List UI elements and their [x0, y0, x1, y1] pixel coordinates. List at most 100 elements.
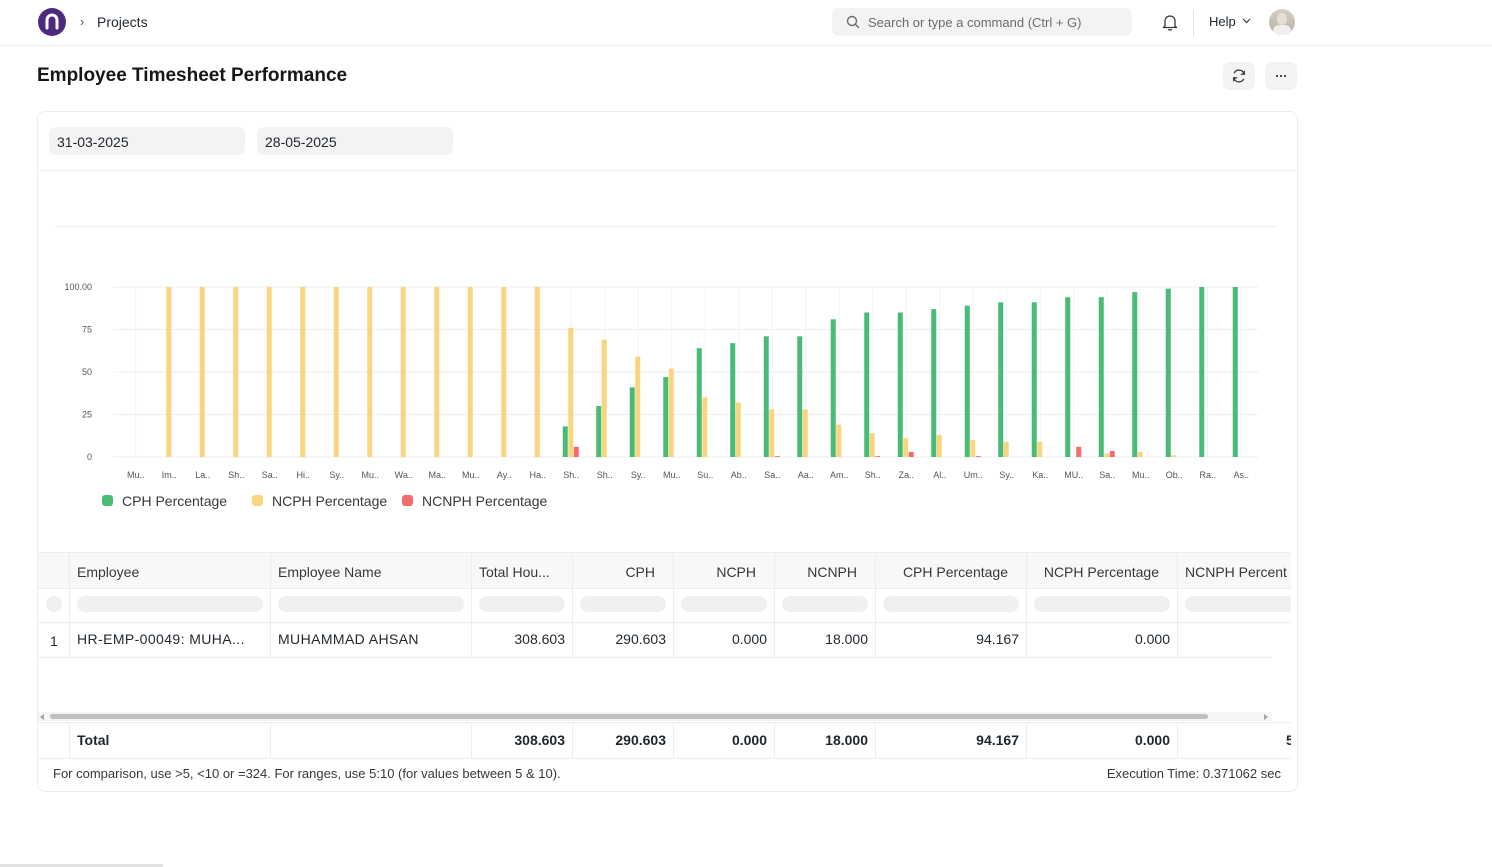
filter-total-hours-input[interactable]	[479, 596, 565, 612]
x-tick-label: Mu..	[462, 470, 480, 480]
legend-swatch-cph	[102, 495, 113, 506]
x-tick-label: Ob..	[1166, 470, 1183, 480]
user-avatar[interactable]	[1269, 9, 1295, 35]
bar-1	[233, 287, 239, 457]
app-logo[interactable]	[38, 8, 66, 36]
x-tick-label: Im..	[162, 470, 177, 480]
cell-ncnph-percentage[interactable]	[1178, 622, 1272, 657]
filter-ncnph-input[interactable]	[782, 596, 868, 612]
notification-bell-icon[interactable]	[1162, 13, 1178, 31]
execution-time: Execution Time: 0.371062 sec	[1106, 766, 1281, 781]
bar-1	[702, 397, 708, 457]
breadcrumb-projects[interactable]: Projects	[97, 14, 148, 30]
header-ncph-percentage[interactable]: NCPH Percentage	[1027, 553, 1178, 588]
page-bottom-indicator	[0, 864, 163, 867]
logo-glyph-icon	[45, 13, 59, 30]
scroll-left-icon[interactable]	[40, 714, 45, 720]
filter-cph-input[interactable]	[580, 596, 666, 612]
legend-swatch-ncph	[252, 495, 263, 506]
bar-1	[869, 433, 875, 457]
header-ncnph[interactable]: NCNPH	[775, 553, 876, 588]
bar-0	[1232, 287, 1238, 457]
bar-1	[1104, 453, 1110, 457]
from-date-value: 31-03-2025	[57, 134, 129, 150]
to-date-value: 28-05-2025	[265, 134, 337, 150]
header-employee-name-label: Employee Name	[278, 564, 382, 580]
help-dropdown[interactable]: Help	[1209, 14, 1236, 29]
cell-total-hours[interactable]: 308.603	[472, 622, 573, 657]
x-tick-label: Ay..	[497, 470, 512, 480]
more-options-button[interactable]	[1265, 62, 1297, 90]
x-tick-label: As..	[1233, 470, 1249, 480]
header-ncnph-percentage[interactable]: NCNPH Percent	[1178, 553, 1291, 588]
table-row[interactable]: 1 HR-EMP-00049: MUHA... MUHAMMAD AHSAN 3…	[38, 622, 1272, 658]
x-tick-label: Mu..	[127, 470, 145, 480]
chevron-down-icon[interactable]	[1242, 18, 1251, 24]
bar-1	[836, 424, 842, 457]
row-index-cell: 1	[38, 622, 70, 657]
header-employee-name[interactable]: Employee Name	[271, 553, 472, 588]
bar-0	[1065, 297, 1071, 457]
x-tick-label: La..	[195, 470, 210, 480]
header-index-cell	[38, 553, 70, 588]
scroll-right-icon[interactable]	[1264, 714, 1269, 720]
header-cph-percentage[interactable]: CPH Percentage	[876, 553, 1027, 588]
total-cph-percentage: 94.167	[876, 723, 1027, 758]
cell-employee-name[interactable]: MUHAMMAD AHSAN	[271, 622, 472, 657]
from-date-field[interactable]: 31-03-2025	[49, 127, 245, 155]
bar-1	[266, 287, 272, 457]
cell-ncph[interactable]: 0.000	[674, 622, 775, 657]
row-index: 1	[50, 633, 58, 649]
filter-employee-input[interactable]	[77, 596, 263, 612]
bar-0	[730, 343, 736, 457]
bar-1	[534, 287, 540, 457]
x-tick-label: Sh..	[563, 470, 579, 480]
legend-label-ncph: NCPH Percentage	[272, 493, 388, 509]
filter-total-hours-cell	[472, 587, 573, 622]
filter-checkbox[interactable]	[46, 596, 62, 612]
x-tick-label: Su..	[697, 470, 713, 480]
cell-employee[interactable]: HR-EMP-00049: MUHA...	[70, 622, 271, 657]
header-total-hours[interactable]: Total Hou...	[472, 553, 573, 588]
filter-ncph-pct-input[interactable]	[1034, 596, 1170, 612]
total-total-hours: 308.603	[472, 723, 573, 758]
scrollbar-thumb[interactable]	[50, 714, 1208, 719]
filter-employee-cell	[70, 587, 271, 622]
x-tick-label: Sa..	[262, 470, 278, 480]
y-tick-label: 25	[82, 410, 92, 420]
to-date-field[interactable]: 28-05-2025	[257, 127, 453, 155]
bar-0	[1031, 302, 1037, 457]
bar-0	[1132, 292, 1138, 457]
bar-0	[864, 312, 870, 457]
header-ncph[interactable]: NCPH	[674, 553, 775, 588]
avatar-face	[1277, 13, 1287, 25]
search-input[interactable]: Search or type a command (Ctrl + G)	[832, 8, 1132, 36]
bar-1	[400, 287, 406, 457]
cell-ncph-percentage[interactable]: 0.000	[1027, 622, 1178, 657]
header-employee[interactable]: Employee	[70, 553, 271, 588]
cell-cph-percentage[interactable]: 94.167	[876, 622, 1027, 657]
filter-employee-name-input[interactable]	[278, 596, 464, 612]
filter-employee-name-cell	[271, 587, 472, 622]
total-ncnph: 18.000	[775, 723, 876, 758]
x-tick-label: Ha..	[529, 470, 546, 480]
horizontal-scrollbar[interactable]	[38, 712, 1272, 721]
refresh-button[interactable]	[1223, 62, 1255, 90]
total-cph: 290.603	[573, 723, 674, 758]
filter-cph-pct-input[interactable]	[883, 596, 1019, 612]
page-title: Employee Timesheet Performance	[37, 65, 348, 86]
bar-1	[970, 440, 976, 457]
total-ncph-value: 0.000	[731, 732, 767, 748]
x-tick-label: Sy..	[999, 470, 1014, 480]
header-cph[interactable]: CPH	[573, 553, 674, 588]
y-tick-label: 50	[82, 367, 92, 377]
bar-0	[797, 336, 803, 457]
x-tick-label: Sy..	[631, 470, 646, 480]
x-tick-label: Ma..	[428, 470, 446, 480]
cell-ncnph[interactable]: 18.000	[775, 622, 876, 657]
bar-1	[568, 327, 574, 457]
total-index-cell	[38, 723, 70, 758]
filter-ncnph-pct-input[interactable]	[1185, 596, 1291, 612]
cell-cph[interactable]: 290.603	[573, 622, 674, 657]
filter-ncph-input[interactable]	[681, 596, 767, 612]
